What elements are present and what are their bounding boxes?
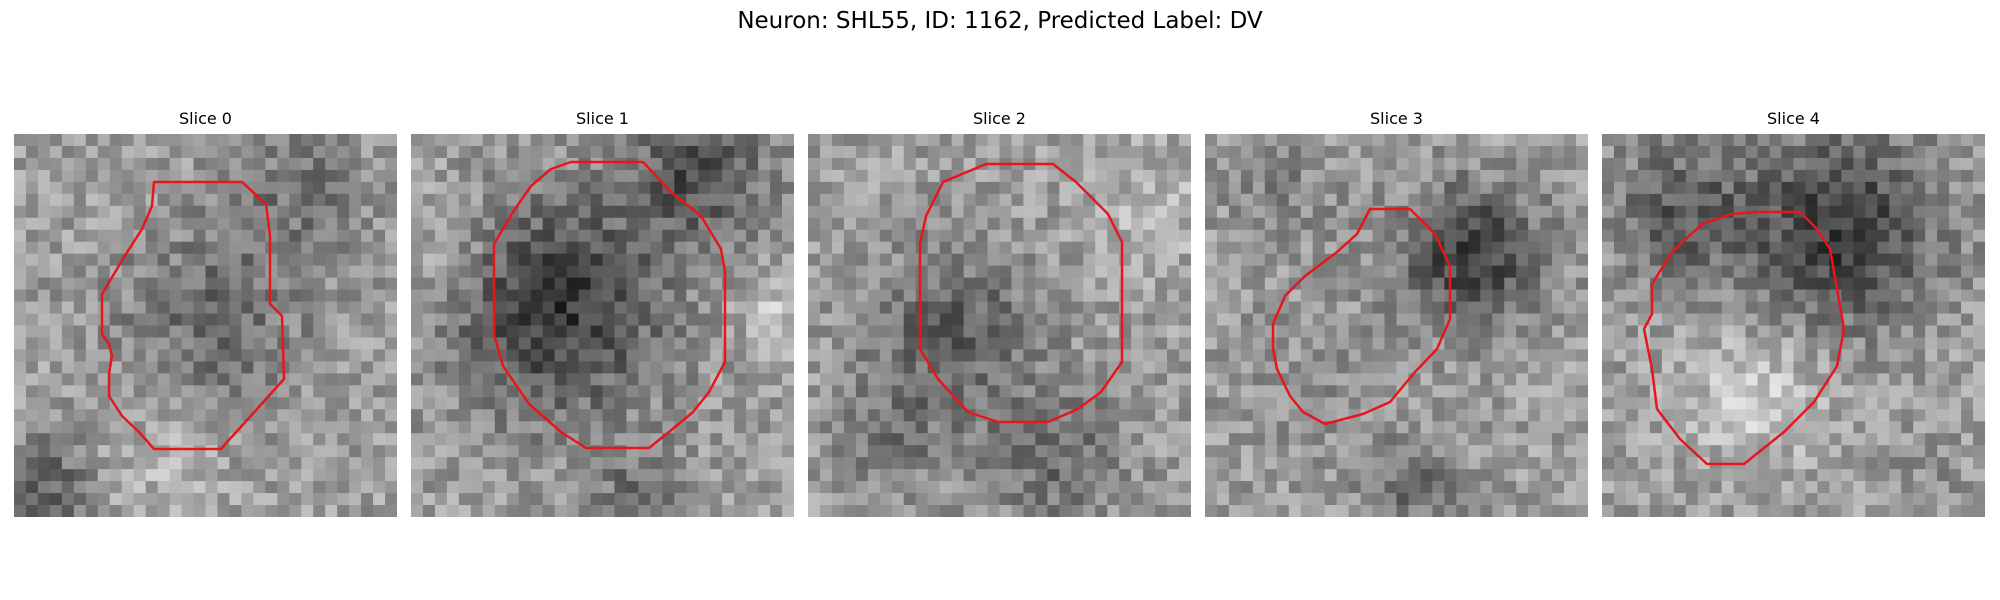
pixel-grid — [808, 134, 1191, 517]
panel-title: Slice 2 — [973, 109, 1026, 128]
slice-image — [411, 134, 794, 517]
roi-contour — [918, 162, 1124, 424]
panel-slice-3: Slice 3 — [1205, 108, 1588, 517]
panel-title: Slice 1 — [576, 109, 629, 128]
slice-image — [14, 134, 397, 517]
panel-title: Slice 0 — [179, 109, 232, 128]
slice-image — [808, 134, 1191, 517]
panel-slice-0: Slice 0 — [14, 108, 397, 517]
roi-contour — [492, 160, 727, 450]
panel-slice-4: Slice 4 — [1602, 108, 1985, 517]
panel-title: Slice 4 — [1767, 109, 1820, 128]
panel-slice-1: Slice 1 — [411, 108, 794, 517]
slice-image — [1602, 134, 1985, 517]
panel-title: Slice 3 — [1370, 109, 1423, 128]
roi-contour — [1642, 210, 1846, 466]
roi-contour — [100, 180, 286, 451]
pixel-grid — [14, 134, 397, 517]
panel-slice-2: Slice 2 — [808, 108, 1191, 517]
pixel-grid — [411, 134, 794, 517]
roi-contour — [1271, 207, 1452, 426]
figure-title: Neuron: SHL55, ID: 1162, Predicted Label… — [737, 8, 1263, 34]
pixel-grid — [1602, 134, 1985, 517]
pixel-grid — [1205, 134, 1588, 517]
slice-image — [1205, 134, 1588, 517]
